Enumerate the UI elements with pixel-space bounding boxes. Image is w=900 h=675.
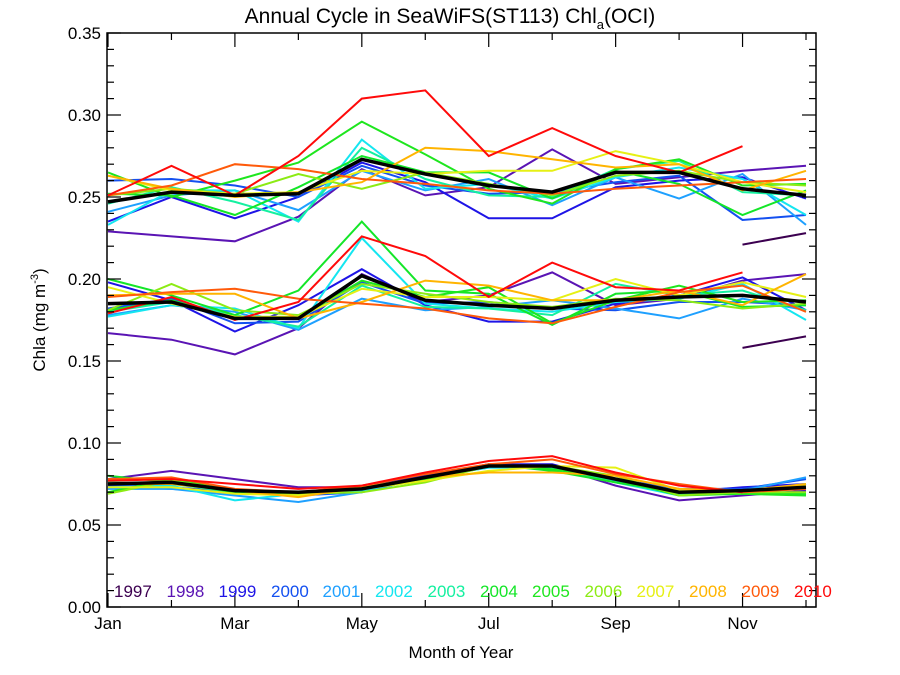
legend-item-2009: 2009 <box>742 582 780 601</box>
series-line-1999 <box>107 161 807 223</box>
series-line-2009 <box>107 458 807 494</box>
legend-item-1999: 1999 <box>219 582 257 601</box>
legend-item-2002: 2002 <box>375 582 413 601</box>
series-line-2009 <box>107 284 807 325</box>
legend-item-2001: 2001 <box>323 582 361 601</box>
x-tick-label: Mar <box>220 614 250 633</box>
group-lower <box>107 455 807 504</box>
group-middle <box>107 220 807 356</box>
series-line-2000 <box>107 164 807 222</box>
y-axis-label-main: Chla (mg m <box>30 284 49 372</box>
chart-title: Annual Cycle in SeaWiFS(ST113) Chla(OCI) <box>245 5 656 32</box>
series-line-2003 <box>107 282 807 328</box>
title-suffix: (OCI) <box>604 5 655 28</box>
x-tick-label: Jul <box>478 614 500 633</box>
series-line-1997 <box>742 335 807 349</box>
legend-item-2010: 2010 <box>794 582 832 601</box>
legend-item-1997: 1997 <box>114 582 152 601</box>
legend-item-2006: 2006 <box>585 582 623 601</box>
legend: 1997 1998 1999 2000 2001 2002 2003 2004 2005 2006… <box>114 582 832 601</box>
y-axis-label-superscript: -3 <box>29 274 41 284</box>
title-main: Annual Cycle in SeaWiFS(ST113) Chl <box>245 5 597 28</box>
x-tick-label: Jan <box>94 614 121 633</box>
legend-item-2005: 2005 <box>532 582 570 601</box>
y-tick-label: 0.10 <box>68 434 101 453</box>
y-axis: 0.00 0.05 0.10 0.15 0.20 0.25 0.30 0.35 <box>68 24 816 617</box>
climatology-line-upper <box>107 157 807 204</box>
plot-frame <box>106 32 817 608</box>
y-tick-label: 0.35 <box>68 24 101 43</box>
y-tick-label: 0.15 <box>68 352 101 371</box>
x-tick-label: Sep <box>601 614 631 633</box>
y-tick-label: 0.30 <box>68 106 101 125</box>
x-axis-label: Month of Year <box>409 643 514 662</box>
legend-item-2004: 2004 <box>480 582 518 601</box>
legend-item-2003: 2003 <box>428 582 466 601</box>
x-tick-label: May <box>346 614 379 633</box>
series-line-2010 <box>107 89 743 197</box>
y-tick-label: 0.20 <box>68 270 101 289</box>
legend-item-2008: 2008 <box>689 582 727 601</box>
legend-item-2000: 2000 <box>271 582 309 601</box>
y-axis-label-suffix: ) <box>30 268 49 274</box>
group-upper <box>107 89 807 246</box>
series-line-1997 <box>742 232 807 246</box>
series-line-2009 <box>107 163 807 197</box>
plot-lines <box>107 89 807 504</box>
climatology-line-lower <box>107 464 807 494</box>
series-line-2008 <box>107 273 807 320</box>
y-axis-label: Chla (mg m-3) <box>29 268 49 371</box>
series-line-2010 <box>107 455 743 494</box>
legend-item-1998: 1998 <box>167 582 205 601</box>
legend-item-2007: 2007 <box>637 582 675 601</box>
y-tick-label: 0.00 <box>68 598 101 617</box>
climatology-line-middle <box>107 273 807 321</box>
y-tick-label: 0.25 <box>68 188 101 207</box>
title-subscript: a <box>597 17 605 32</box>
y-tick-label: 0.05 <box>68 516 101 535</box>
x-axis: Jan Mar May Jul Sep Nov <box>94 33 807 633</box>
x-tick-label: Nov <box>727 614 758 633</box>
